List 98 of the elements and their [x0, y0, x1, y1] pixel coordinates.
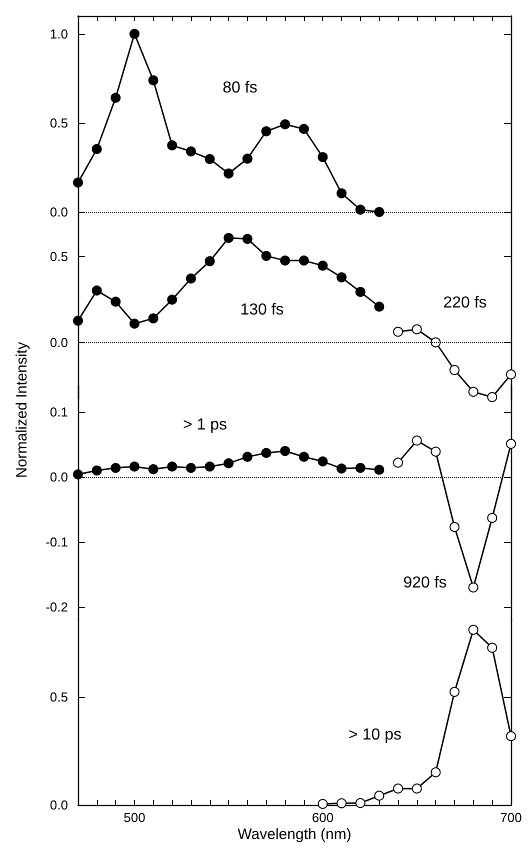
point [336, 188, 347, 198]
y-tick-label: 1.0 [50, 26, 68, 42]
point [336, 464, 347, 474]
point [468, 386, 478, 397]
point [318, 798, 328, 809]
point [468, 582, 478, 592]
y-tick-label: 0.0 [50, 204, 68, 220]
point [487, 642, 498, 653]
y-tick-label: -0.1 [46, 534, 68, 550]
series-label: > 1 ps [182, 416, 228, 434]
point [261, 250, 272, 261]
text: > 10 ps [348, 726, 402, 744]
point [412, 436, 422, 446]
point [355, 204, 366, 215]
point [148, 464, 158, 474]
point [506, 438, 516, 449]
point [280, 119, 290, 130]
point [450, 522, 460, 532]
point [224, 168, 234, 179]
point [186, 274, 196, 284]
point [374, 302, 384, 312]
point [318, 260, 328, 271]
point [355, 286, 366, 297]
point [73, 316, 83, 326]
point [186, 146, 196, 156]
point [242, 234, 252, 244]
point [336, 798, 347, 808]
point [129, 462, 140, 472]
series-label: 220 fs [443, 294, 487, 312]
y-axis-title: Normalized Intensity [14, 342, 30, 478]
point [355, 798, 366, 808]
point [374, 207, 384, 217]
point [148, 313, 158, 324]
point [242, 452, 252, 462]
point [318, 152, 328, 162]
point [450, 365, 460, 376]
point [167, 462, 178, 472]
y-tick-label: 0.0 [50, 470, 68, 484]
point [186, 462, 196, 473]
point [393, 458, 404, 468]
point [129, 28, 140, 39]
x-tick-label: 600 [312, 810, 334, 825]
point [110, 462, 121, 473]
point [430, 337, 441, 348]
point [430, 767, 441, 778]
point [355, 462, 366, 473]
point [167, 294, 178, 305]
x-tick-label: 700 [500, 810, 522, 825]
x-tick-label: 500 [124, 810, 146, 825]
point [318, 456, 328, 466]
point [450, 686, 460, 697]
point [430, 446, 441, 457]
point [412, 324, 422, 334]
y-tick-label: 0.5 [50, 249, 68, 264]
y-tick-label: -0.2 [46, 600, 68, 614]
point [412, 784, 422, 794]
point [280, 256, 290, 266]
point [487, 392, 498, 402]
point [393, 326, 404, 337]
point [73, 178, 83, 188]
point [92, 144, 102, 154]
point [129, 318, 140, 329]
point [204, 462, 215, 472]
point [298, 256, 309, 266]
point [393, 784, 404, 794]
point [167, 140, 178, 150]
series-label: 80 fs [222, 80, 258, 96]
point [298, 124, 309, 134]
y-tick-label: 0.5 [50, 689, 68, 704]
point [92, 286, 102, 296]
point [280, 446, 290, 456]
point [242, 154, 252, 164]
point [110, 92, 121, 103]
point [506, 731, 516, 742]
y-tick-label: 0.0 [50, 334, 68, 350]
x-axis-title: Wavelength (nm) [238, 826, 352, 843]
point [73, 469, 83, 480]
point [336, 272, 347, 282]
point [506, 369, 516, 380]
point [261, 126, 272, 136]
point [224, 458, 234, 468]
point [487, 512, 498, 523]
point [374, 790, 384, 801]
point [204, 256, 215, 266]
point [224, 232, 234, 243]
y-tick-label: 0.0 [50, 798, 68, 812]
y-tick-label: 0.5 [50, 115, 68, 130]
series-label: 920 fs [403, 574, 447, 592]
y-tick-label: 0.1 [50, 404, 68, 420]
point [298, 452, 309, 462]
point [204, 154, 215, 164]
point [110, 296, 121, 307]
point [468, 624, 478, 635]
point [148, 75, 158, 86]
point [261, 448, 272, 458]
text: 130 fs [240, 302, 284, 318]
point [374, 464, 384, 475]
point [92, 466, 102, 476]
